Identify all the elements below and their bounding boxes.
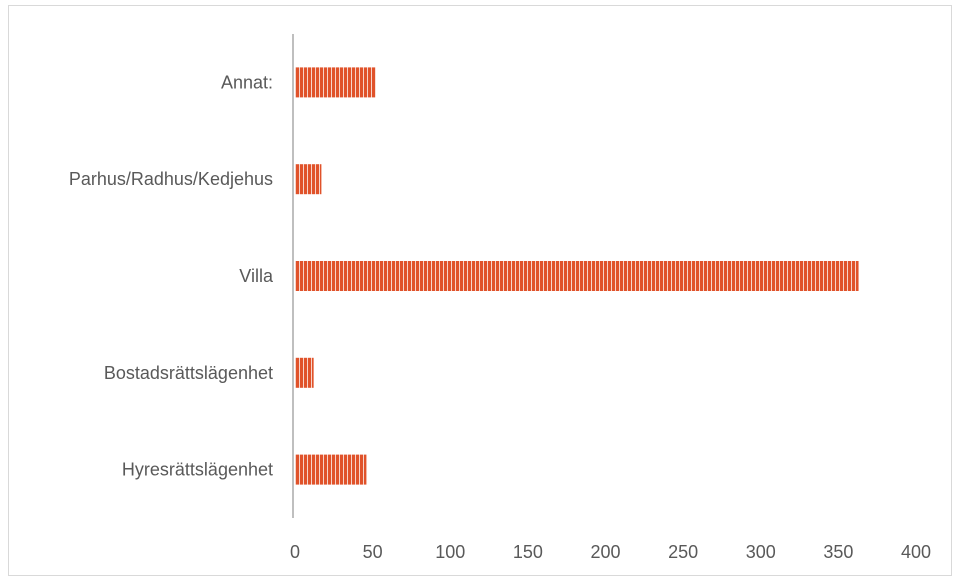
bar-group bbox=[295, 67, 859, 485]
x-tick-label: 350 bbox=[823, 542, 853, 562]
x-axis-tick-labels: 0 50 100 150 200 250 300 350 400 bbox=[290, 542, 931, 562]
x-tick-label: 0 bbox=[290, 542, 300, 562]
bar-villa bbox=[295, 261, 859, 291]
bar-annat bbox=[295, 67, 376, 98]
x-tick-label: 300 bbox=[746, 542, 776, 562]
bar-bostadsrättslägenhet bbox=[295, 357, 314, 388]
bar-parhus-radhus-kedjehus bbox=[295, 164, 322, 195]
x-tick-label: 400 bbox=[901, 542, 931, 562]
category-label: Villa bbox=[239, 266, 274, 286]
x-tick-label: 250 bbox=[668, 542, 698, 562]
category-label: Bostadsrättslägenhet bbox=[104, 363, 273, 383]
x-tick-label: 200 bbox=[590, 542, 620, 562]
category-label: Hyresrättslägenhet bbox=[122, 460, 273, 480]
x-tick-label: 50 bbox=[363, 542, 383, 562]
category-label: Parhus/Radhus/Kedjehus bbox=[69, 169, 273, 189]
x-tick-label: 100 bbox=[435, 542, 465, 562]
bar-hyresrättslägenhet bbox=[295, 454, 367, 485]
x-tick-label: 150 bbox=[513, 542, 543, 562]
category-labels: Hyresrättslägenhet Bostadsrättslägenhet Vi… bbox=[69, 72, 274, 479]
category-label: Annat: bbox=[221, 72, 273, 92]
